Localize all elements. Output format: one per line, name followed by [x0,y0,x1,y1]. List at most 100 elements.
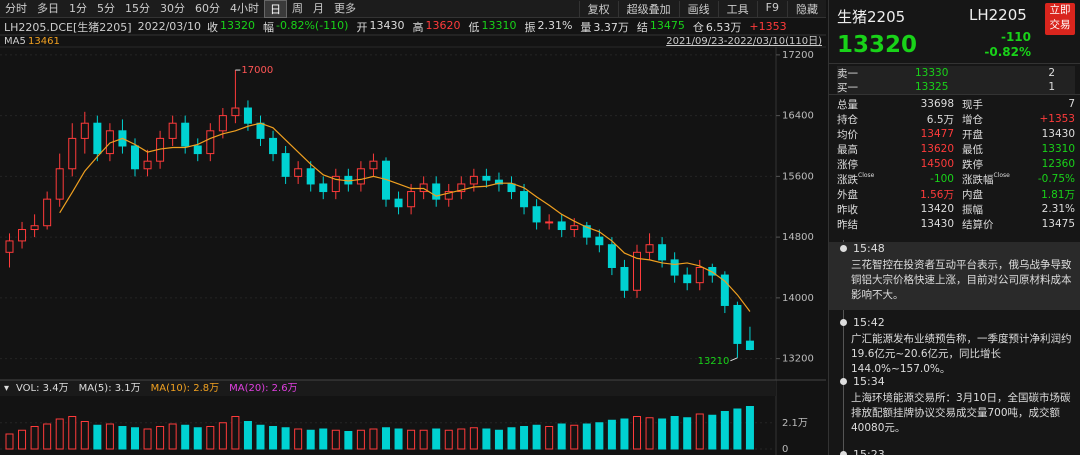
stat-label: 均价 [837,127,892,142]
period-tab[interactable]: 更多 [334,1,356,15]
item-label: 低 [468,20,480,34]
tool[interactable]: 复权 [578,0,618,17]
candle-body [30,225,39,231]
volume-bar [670,416,679,450]
volume-bar [243,421,252,450]
volume-bar [156,426,165,450]
volume-bar [68,416,77,450]
volume-bar [520,426,529,450]
volume-bar [18,429,27,450]
symbol: LH2205.DCE[生猪2205] [4,20,132,34]
candle-body [482,175,491,181]
candle-body [545,221,554,224]
candle-body [683,274,692,284]
candle-body [469,175,478,185]
candle-body [633,251,641,291]
candle-body [93,122,102,155]
candle-body [331,175,340,193]
volume-bar [570,424,579,450]
book-qty: 2 [1048,67,1055,79]
period-tab[interactable]: 月 [313,1,324,15]
candle-body [55,168,64,200]
period-tab[interactable]: 分时 [5,1,27,15]
vol-header [0,380,776,396]
period-tab[interactable]: 15分 [125,1,150,15]
stat-value: 14500 [920,158,954,170]
volume-bar [294,428,303,450]
candle-body [708,266,717,276]
stat-label: 涨跌幅Close [962,172,1020,187]
item-label: 高 [412,20,424,34]
volume-bar [507,427,516,450]
candle-body [43,198,52,227]
news-item: 15:48 三花智控在投资者互动平台表示，俄乌战争导致铜铝大宗价格快速上涨，目前对… [829,242,1080,310]
volume-bar [532,424,541,450]
period-tab[interactable]: 周 [292,1,303,15]
period-tab[interactable]: 日 [264,0,287,18]
ma-line [59,122,751,312]
candle-body [595,236,604,246]
candle-body [532,206,541,223]
volume-bar [206,426,215,450]
tool[interactable]: 隐藏 [787,0,826,17]
quote-items: 收 13320 幅 -0.82%(-110) 开 13430 高 13620 低 13310 振 2.… [207,19,749,35]
volume-bar [30,426,39,450]
item-label: 幅 [262,20,274,34]
period-tab[interactable]: 4小时 [230,1,259,15]
candle-body [256,122,265,139]
stat-value: 13620 [920,143,954,155]
vol-legend-item: MA(5): 3.1万 [79,383,141,394]
volume-bar [218,422,227,450]
oi-change: +1353 [749,20,787,33]
stat-label: 现手 [962,97,1020,112]
candle-body [720,274,729,306]
candle-body [206,130,215,155]
candle-body [494,179,503,185]
news-item: 15:23 [829,448,1080,455]
y-tick-label: 14800 [782,232,814,243]
item-value: 13430 [369,18,405,32]
volume-bar [633,416,641,450]
volume-bar [143,428,152,450]
stat-row: 均价 13477 开盘 13430 [837,127,1075,141]
toolbar: 分时 多日 1分 5分 15分 30分 60分 4小时日周月更多 复权 超级叠加 画线 工具 F9 隐藏 [0,0,826,18]
stat-row: 总量 33698 现手 7 [837,97,1075,111]
stat-value: 13430 [920,218,954,230]
candle-body [193,145,202,155]
candle-body [457,183,466,193]
tool[interactable]: 工具 [717,0,757,17]
timeline-dot [840,319,847,326]
period-tab[interactable]: 5分 [97,1,115,15]
stat-label-text: 涨跌幅 [962,173,994,186]
volume-bar [394,428,403,450]
item-value: 2.31% [537,18,573,32]
tools: 复权 超级叠加 画线 工具 F9 隐藏 [578,0,826,17]
volume-bar [181,424,190,450]
name: 生猪2205 [837,8,906,26]
vol-tick-label: 0 [782,444,788,455]
stat-label: 跌停 [962,157,1020,172]
stat-value: -100 [930,173,954,185]
volume-bar [131,427,139,450]
stat-row: 最高 13620 最低 13310 [837,142,1075,156]
volume-bar [369,428,378,450]
trade-button[interactable]: 立即 交易 [1045,3,1075,35]
period-tab[interactable]: 1分 [69,1,87,15]
stat-value: 13475 [1041,218,1075,230]
volume-bar [745,406,754,450]
tool[interactable]: 超级叠加 [617,0,679,17]
stat-label-text: 外盘 [837,188,858,201]
period-tab[interactable]: 多日 [37,1,59,15]
tool[interactable]: F9 [756,0,787,17]
period-tab[interactable]: 60分 [195,1,220,15]
candle-body [243,107,252,124]
divider [829,63,1080,64]
period-tab[interactable]: 30分 [160,1,185,15]
tool[interactable]: 画线 [678,0,718,17]
stat-row: 昨收 13420 振幅 2.31% [837,202,1075,216]
volume-bar [306,429,315,450]
candle-body [645,244,654,253]
item-value: 3.37万 [593,20,629,34]
candle-body [733,304,742,344]
candle-body [507,183,516,193]
